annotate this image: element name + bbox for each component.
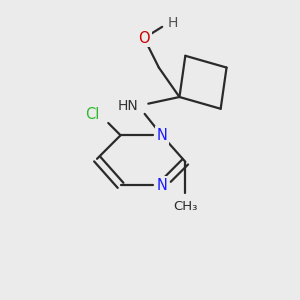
Text: HN: HN [118, 99, 138, 113]
Text: N: N [156, 178, 167, 193]
Text: CH₃: CH₃ [173, 200, 197, 213]
Text: H: H [168, 16, 178, 30]
Text: N: N [156, 128, 167, 143]
Text: O: O [138, 31, 150, 46]
Text: Cl: Cl [85, 107, 100, 122]
